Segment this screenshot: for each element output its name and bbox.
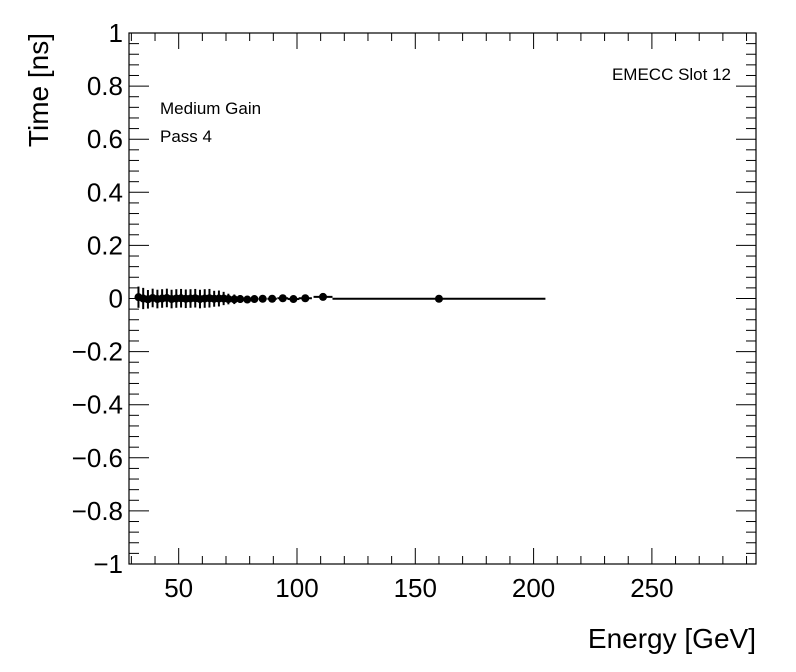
data-point	[332, 294, 546, 303]
x-tick-label: 150	[394, 573, 437, 603]
y-axis-title: Time [ns]	[23, 33, 54, 147]
annotation-pass: Pass 4	[160, 127, 212, 146]
y-tick-label: 0.8	[87, 71, 123, 101]
y-tick-label: −1	[93, 549, 123, 579]
data-point	[313, 292, 333, 301]
marker	[268, 294, 277, 303]
x-tick-label: 200	[512, 573, 555, 603]
x-axis-title: Energy [GeV]	[588, 623, 756, 654]
data-point	[230, 294, 239, 305]
x-tick-label: 250	[630, 573, 673, 603]
data-point	[243, 295, 252, 304]
data-point	[277, 294, 289, 303]
annotation-slot: EMECC Slot 12	[612, 65, 731, 84]
data-point	[236, 295, 245, 304]
data-point	[250, 295, 259, 304]
marker	[258, 294, 267, 303]
data-marks	[134, 286, 546, 310]
tick-labels: 50 100 150 200 250 −1 −0.8 −0.6 −0.4 −0.2 0 0.2 0.4 0…	[72, 18, 674, 603]
annotation-gain: Medium Gain	[160, 99, 261, 118]
y-tick-label: −0.6	[72, 443, 123, 473]
data-point	[258, 294, 267, 303]
data-point	[287, 295, 300, 304]
data-point	[224, 293, 233, 305]
marker	[230, 295, 239, 304]
marker	[289, 295, 298, 304]
y-tick-label: 0.6	[87, 124, 123, 154]
marker	[224, 295, 233, 304]
data-point	[298, 294, 312, 303]
axis-ticks	[129, 32, 756, 565]
marker	[319, 292, 328, 301]
y-tick-label: −0.8	[72, 496, 123, 526]
marker	[250, 295, 259, 304]
y-tick-label: −0.4	[72, 390, 123, 420]
data-point	[267, 294, 277, 303]
marker	[278, 294, 287, 303]
y-tick-label: 0.4	[87, 177, 123, 207]
y-tick-label: −0.2	[72, 337, 123, 367]
marker	[236, 295, 245, 304]
marker	[434, 294, 443, 303]
x-tick-label: 100	[275, 573, 318, 603]
y-tick-label: 1	[109, 18, 123, 48]
marker	[301, 294, 310, 303]
x-tick-label: 50	[164, 573, 193, 603]
y-tick-label: 0.2	[87, 230, 123, 260]
marker	[243, 295, 252, 304]
y-tick-label: 0	[109, 284, 123, 314]
